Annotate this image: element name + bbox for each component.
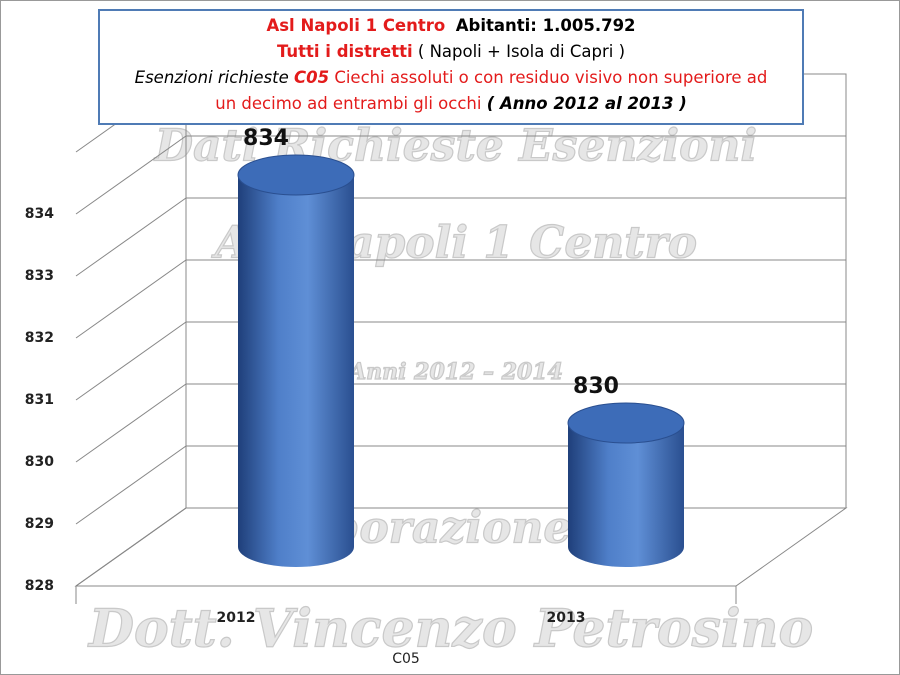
title-part: un decimo ad entrambi gli occhi <box>215 94 482 113</box>
title-part: Asl Napoli 1 Centro <box>266 16 446 35</box>
title-part: Ciechi assoluti o con residuo visivo non… <box>334 68 768 87</box>
value-label: 834 <box>243 126 289 151</box>
title-part: ( Anno 2012 al 2013 ) <box>486 94 687 113</box>
grid-line <box>75 197 846 277</box>
value-label: 830 <box>573 374 619 399</box>
cylinder-body <box>238 175 354 567</box>
cylinder-top <box>237 154 355 196</box>
y-tick-label: 834 <box>25 206 54 222</box>
y-tick-label: 832 <box>25 330 54 346</box>
title-part: ( Napoli + Isola di Capri ) <box>417 42 626 61</box>
watermark: Dott. Vincenzo Petrosino <box>87 599 813 660</box>
title-part: C05 <box>294 68 330 87</box>
grid-line <box>75 135 846 215</box>
watermark: Anni 2012 – 2014 <box>347 359 563 385</box>
y-tick-label: 829 <box>25 516 54 532</box>
title-part: Esenzioni richieste <box>134 68 289 87</box>
floor-front <box>75 586 737 604</box>
grid-line <box>75 321 846 401</box>
title-box: Asl Napoli 1 Centro Abitanti: 1.005.792 … <box>98 9 804 125</box>
cylinder-top <box>567 402 685 444</box>
y-tick-label: 833 <box>25 268 54 284</box>
x-tick-label: 2012 <box>217 610 256 626</box>
grid-line <box>75 383 846 463</box>
y-tick-label: 831 <box>25 392 54 408</box>
x-tick-label: 2013 <box>547 610 586 626</box>
y-tick-label: 828 <box>25 578 54 594</box>
y-tick-label: 830 <box>25 454 54 470</box>
x-axis-label: C05 <box>392 651 420 667</box>
title-part: Tutti i distretti <box>276 42 413 61</box>
title-part: Abitanti: 1.005.792 <box>455 16 636 35</box>
cylinder-body <box>568 423 684 567</box>
grid-line <box>75 259 846 339</box>
